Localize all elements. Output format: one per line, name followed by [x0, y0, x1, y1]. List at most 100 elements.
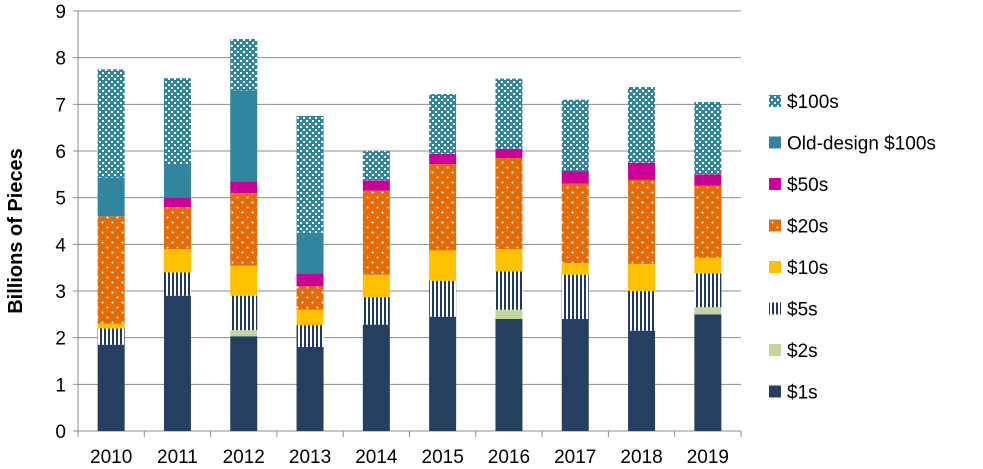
legend-swatch	[769, 95, 781, 107]
y-tick-label: 2	[55, 329, 66, 350]
bar-segment	[230, 39, 258, 91]
bar-segment	[163, 249, 191, 273]
bar-segment	[495, 271, 523, 310]
bar-segment	[495, 148, 523, 158]
legend-swatch	[769, 261, 781, 273]
bar-segment	[296, 232, 324, 274]
bar-segment	[97, 216, 125, 324]
legend-entry: $50s	[787, 175, 828, 196]
bar-segment	[694, 314, 722, 431]
bar-segment	[163, 295, 191, 431]
x-tick-label: 2018	[620, 447, 662, 468]
bar-segment	[628, 263, 656, 291]
y-tick-label: 6	[55, 142, 66, 163]
bar-segment	[561, 263, 589, 275]
legend-entry: $1s	[787, 383, 818, 404]
bar-segment	[296, 325, 324, 347]
legend: $100s Old-design $100s $50s $20s $10s $5s $2s $…	[769, 92, 936, 404]
legend-swatch	[769, 219, 781, 232]
bars	[97, 39, 722, 431]
tick-labels: 0 1 2 3 4 5 6 7 8 9 2010 2011 2012 2013 2014 2015 2016 20…	[55, 2, 729, 468]
bar-segment	[230, 295, 258, 331]
bar-segment	[694, 273, 722, 308]
bar-segment	[163, 197, 191, 207]
bar-segment	[429, 280, 457, 317]
bar-segment	[628, 330, 656, 431]
bar-segment	[230, 336, 258, 431]
legend-swatch	[769, 302, 781, 315]
bar-segment	[429, 316, 457, 431]
legend-entry: $10s	[787, 258, 828, 279]
y-tick-label: 7	[55, 95, 66, 116]
bar-segment	[296, 286, 324, 310]
bar-segment	[628, 179, 656, 264]
bar-segment	[561, 171, 589, 184]
bar-segment	[97, 328, 125, 345]
bar-segment	[561, 99, 589, 172]
x-tick-label: 2016	[488, 447, 530, 468]
x-tick-label: 2011	[157, 447, 198, 468]
x-tick-label: 2015	[422, 447, 464, 468]
bar-segment	[495, 78, 523, 149]
y-tick-label: 5	[55, 189, 66, 210]
bar-segment	[362, 324, 390, 431]
legend-entry: $2s	[787, 341, 818, 362]
legend-entry: $20s	[787, 217, 828, 238]
bar-segment	[163, 207, 191, 249]
y-tick-label: 3	[55, 282, 66, 303]
bar-segment	[230, 330, 258, 337]
x-tick-label: 2012	[223, 447, 265, 468]
x-tick-label: 2014	[355, 447, 398, 468]
bar-segment	[362, 180, 390, 191]
bar-segment	[230, 181, 258, 193]
bar-segment	[230, 193, 258, 266]
bar-segment	[230, 90, 258, 182]
bar-segment	[362, 151, 390, 181]
bar-segment	[362, 190, 390, 275]
bar-segment	[163, 78, 191, 165]
bar-segment	[694, 174, 722, 186]
bar-segment	[694, 257, 722, 274]
x-tick-label: 2019	[687, 447, 729, 468]
bar-segment	[429, 94, 457, 154]
bar-segment	[230, 265, 258, 296]
bar-segment	[429, 153, 457, 165]
y-axis-label: Billions of Pieces	[5, 148, 27, 314]
bar-segment	[628, 87, 656, 163]
x-tick-label: 2017	[554, 447, 596, 468]
legend-swatch	[769, 385, 781, 398]
bar-segment	[694, 185, 722, 258]
bar-segment	[97, 323, 125, 329]
bar-segment	[694, 102, 722, 175]
bar-segment	[628, 291, 656, 331]
y-tick-label: 0	[55, 422, 66, 443]
bar-segment	[296, 309, 324, 326]
legend-entry: $100s	[787, 92, 839, 113]
bar-segment	[97, 177, 125, 217]
y-tick-label: 4	[55, 235, 66, 256]
bar-segment	[561, 183, 589, 263]
bar-segment	[429, 164, 457, 251]
bar-segment	[628, 162, 656, 180]
bar-segment	[97, 69, 125, 178]
y-tick-label: 8	[55, 49, 66, 70]
bar-segment	[429, 250, 457, 281]
bar-segment	[561, 274, 589, 319]
bar-segment	[495, 158, 523, 249]
bar-segment	[495, 319, 523, 431]
legend-entry: $5s	[787, 300, 818, 321]
legend-entry: Old-design $100s	[787, 134, 936, 155]
legend-swatch	[769, 136, 781, 149]
bar-segment	[561, 319, 589, 431]
bar-segment	[296, 273, 324, 287]
bar-segment	[694, 307, 722, 315]
x-tick-label: 2013	[289, 447, 331, 468]
bar-segment	[163, 272, 191, 296]
y-tick-label: 9	[55, 2, 66, 23]
y-tick-label: 1	[55, 375, 66, 396]
bar-segment	[296, 347, 324, 431]
bar-segment	[362, 297, 390, 325]
bar-segment	[495, 249, 523, 272]
bar-segment	[163, 165, 191, 198]
